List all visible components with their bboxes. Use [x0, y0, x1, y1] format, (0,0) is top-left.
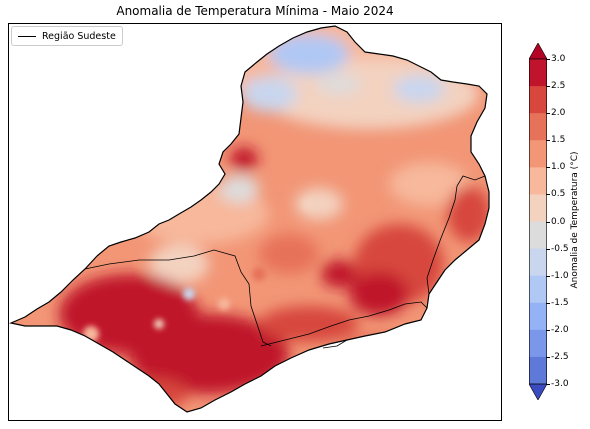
colorbar-segment	[529, 140, 547, 168]
colorbar-tick-mark	[546, 329, 550, 331]
colorbar-tick-label: 0.0	[551, 216, 566, 227]
colorbar-tick-mark	[546, 221, 550, 223]
colorbar-tick-label: -2.0	[551, 324, 569, 335]
colorbar	[529, 43, 547, 400]
colorbar-tick-label: 1.0	[551, 162, 566, 173]
colorbar-tick-mark	[546, 384, 550, 385]
anomaly-map	[9, 25, 490, 413]
state-borders	[84, 175, 486, 349]
colorbar-segment	[529, 59, 547, 87]
region-outline	[9, 25, 490, 413]
colorbar-tick-label: -0.5	[551, 243, 569, 254]
colorbar-tick-label: 2.5	[551, 81, 566, 92]
colorbar-segment	[529, 86, 547, 114]
colorbar-segment	[529, 221, 547, 250]
colorbar-tick-mark	[546, 194, 550, 196]
colorbar-extend-top	[529, 43, 547, 60]
colorbar-tick-mark	[546, 113, 550, 115]
colorbar-segment	[529, 356, 547, 385]
colorbar-label: Anomalia de Temperatura (°C)	[570, 151, 580, 289]
legend-line-swatch	[18, 35, 36, 37]
colorbar-tick-label: 2.0	[551, 108, 566, 119]
colorbar-tick-mark	[546, 59, 550, 60]
colorbar-tick-mark	[546, 248, 550, 250]
colorbar-segment	[529, 329, 547, 358]
colorbar-tick-label: -1.0	[551, 270, 569, 281]
legend-label: Região Sudeste	[42, 30, 116, 42]
colorbar-tick-label: -3.0	[551, 379, 569, 389]
colorbar-segment	[529, 194, 547, 222]
colorbar-segment	[529, 248, 547, 277]
colorbar-tick-mark	[546, 302, 550, 304]
colorbar-segment	[529, 167, 547, 195]
colorbar-segment	[529, 113, 547, 141]
map-frame	[8, 23, 502, 421]
colorbar-tick-mark	[546, 167, 550, 169]
chart-title: Anomalia de Temperatura Mínima - Maio 20…	[116, 4, 394, 18]
colorbar-tick-mark	[546, 275, 550, 277]
map-legend: Região Sudeste	[11, 26, 123, 46]
colorbar-segment	[529, 275, 547, 304]
colorbar-extend-bottom	[529, 383, 547, 400]
colorbar-tick-mark	[546, 140, 550, 142]
colorbar-tick-label: 0.5	[551, 189, 566, 200]
colorbar-tick-mark	[546, 86, 550, 88]
colorbar-tick-label: -2.5	[551, 351, 569, 362]
colorbar-tick-label: 1.5	[551, 135, 566, 146]
colorbar-tick-label: 3.0	[551, 54, 566, 64]
colorbar-tick-label: -1.5	[551, 297, 569, 308]
colorbar-tick-mark	[546, 356, 550, 358]
colorbar-segment	[529, 302, 547, 331]
